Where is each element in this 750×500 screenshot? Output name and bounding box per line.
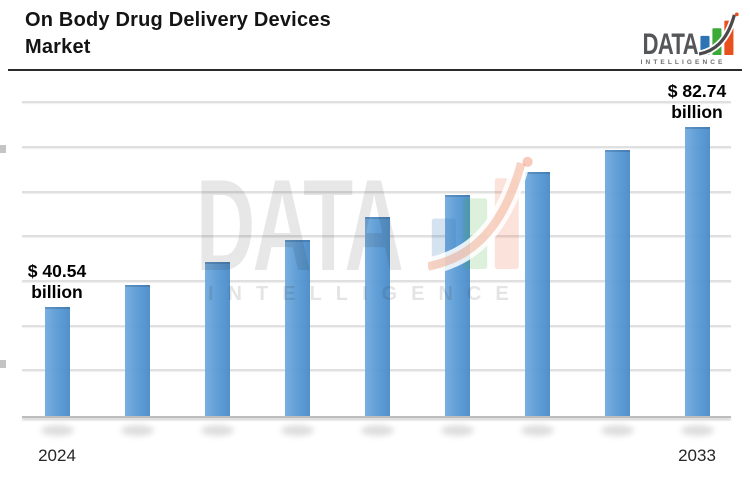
bar-shadow: [40, 425, 74, 436]
bar-shadow: [680, 425, 714, 436]
brand-logo: DATA INTELLIGENCE: [623, 11, 743, 66]
x-axis-label-2033: 2033: [678, 446, 716, 465]
chart-bar-year-6: [444, 194, 470, 416]
logo-row: DATA: [623, 11, 743, 61]
data-label-unit: billion: [31, 282, 83, 303]
bar-shadow: [120, 425, 154, 436]
y-axis-tick-remnant: [0, 360, 6, 368]
data-label: $ 40.54 billion: [0, 261, 127, 303]
chart-bar-year-7: [524, 172, 550, 416]
x-axis-label-2024: 2024: [38, 446, 76, 465]
chart-bar-year-3: [204, 262, 230, 416]
logo-tagline: INTELLIGENCE: [640, 59, 726, 66]
y-axis-tick-remnant: [0, 145, 6, 153]
logo-wordmark: DATA: [642, 28, 699, 61]
page-title: On Body Drug Delivery Devices Market: [25, 7, 331, 61]
gridline: [22, 190, 731, 193]
gridline: [22, 146, 731, 149]
title-line-2: Market: [25, 36, 91, 58]
data-label: $ 82.74 billion: [627, 81, 750, 123]
data-label-value: $ 82.74: [667, 81, 727, 101]
chart-bar-year-8: [604, 149, 630, 416]
gridline: [22, 101, 731, 104]
chart-bar-year-4: [284, 239, 310, 416]
chart-bar-year-5: [364, 217, 390, 416]
bar-shadow: [360, 425, 394, 436]
x-axis-line: [22, 416, 731, 418]
header-divider: [8, 69, 742, 71]
data-label-value: $ 40.54: [27, 261, 87, 282]
chart-bar-year-2: [124, 284, 150, 416]
chart-bar-2024: [44, 307, 70, 416]
bar-shadow: [280, 425, 314, 436]
chart-bar-2033: [684, 127, 710, 416]
bar-shadow: [200, 425, 234, 436]
bar-shadow: [520, 425, 554, 436]
bar-shadow: [600, 425, 634, 436]
logo-bars-swoosh-icon: [699, 12, 739, 57]
data-label-unit: billion: [671, 102, 723, 122]
title-line-1: On Body Drug Delivery Devices: [25, 9, 331, 31]
bar-shadow: [440, 425, 474, 436]
